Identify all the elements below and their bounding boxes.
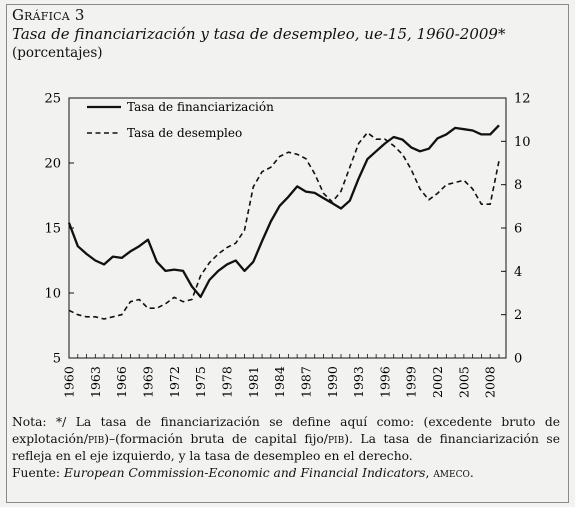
- unemployment-rate-line: [68, 131, 500, 320]
- x-axis-tick-label: 1996: [377, 366, 392, 398]
- figure-label: Gráfica 3: [12, 6, 85, 24]
- x-axis-tick-label: 1987: [298, 366, 313, 398]
- source-text: Fuente: European Commission-Economic and…: [12, 465, 560, 482]
- figure-notes: Nota: */ La tasa de financiarización se …: [12, 414, 560, 482]
- left-axis-tick-label: 25: [44, 92, 61, 107]
- x-axis-tick-label: 2008: [483, 366, 498, 398]
- right-axis-tick-label: 8: [514, 178, 522, 193]
- figure-frame: [6, 4, 569, 503]
- x-axis-tick-label: 1978: [219, 366, 234, 398]
- note-text-part: ). La tasa de financiarización se reflej…: [12, 432, 560, 463]
- left-axis-tick-label: 5: [53, 352, 61, 367]
- source-label: Fuente:: [12, 466, 64, 480]
- source-end: .: [469, 466, 474, 480]
- legend-label: Tasa de financiarización: [127, 100, 274, 114]
- note-text-part: )–(formación bruta de capital fijo/: [104, 432, 328, 446]
- right-axis-tick-label: 10: [514, 135, 531, 150]
- right-axis-tick-label: 2: [514, 308, 522, 323]
- left-axis-tick-label: 20: [44, 157, 61, 172]
- x-axis-tick-label: 1993: [351, 366, 366, 398]
- right-axis-tick-label: 0: [514, 352, 522, 367]
- x-axis-tick-label: 1999: [404, 366, 419, 398]
- figure-subtitle: (porcentajes): [12, 45, 103, 61]
- left-axis-tick-label: 10: [44, 287, 61, 302]
- note-abbrev: pib: [327, 432, 345, 446]
- financialization-rate-line: [67, 124, 500, 299]
- x-axis-tick-label: 1966: [114, 366, 129, 398]
- note-abbrev: pib: [87, 432, 105, 446]
- source-separator: ,: [425, 466, 434, 480]
- x-axis-tick-label: 1969: [140, 366, 155, 398]
- x-axis-tick-label: 1975: [193, 366, 208, 398]
- x-axis-tick-label: 2002: [430, 366, 445, 398]
- figure-header: Gráfica 3 Tasa de financiarización y tas…: [12, 6, 560, 62]
- legend-label: Tasa de desempleo: [127, 126, 242, 140]
- x-axis-tick-label: 1984: [272, 366, 287, 398]
- x-axis-tick-label: 1963: [88, 366, 103, 398]
- left-axis-tick-label: 15: [44, 222, 61, 237]
- source-name: ameco: [433, 466, 470, 480]
- x-axis-tick-label: 1990: [325, 366, 340, 398]
- right-axis-tick-label: 12: [514, 92, 531, 107]
- figure-title: Tasa de financiarización y tasa de desem…: [12, 25, 506, 43]
- x-axis-tick-label: 1972: [167, 366, 182, 398]
- note-text-part: Nota: */ La tasa de financiarización se …: [12, 415, 560, 446]
- note-text: Nota: */ La tasa de financiarización se …: [12, 414, 560, 465]
- right-axis-tick-label: 4: [514, 265, 522, 280]
- x-axis-tick-label: 2005: [456, 366, 471, 398]
- right-axis-tick-label: 6: [514, 222, 522, 237]
- x-axis-tick-label: 1960: [62, 366, 77, 398]
- x-axis-tick-label: 1981: [246, 366, 261, 398]
- source-title: European Commission-Economic and Financi…: [63, 466, 426, 480]
